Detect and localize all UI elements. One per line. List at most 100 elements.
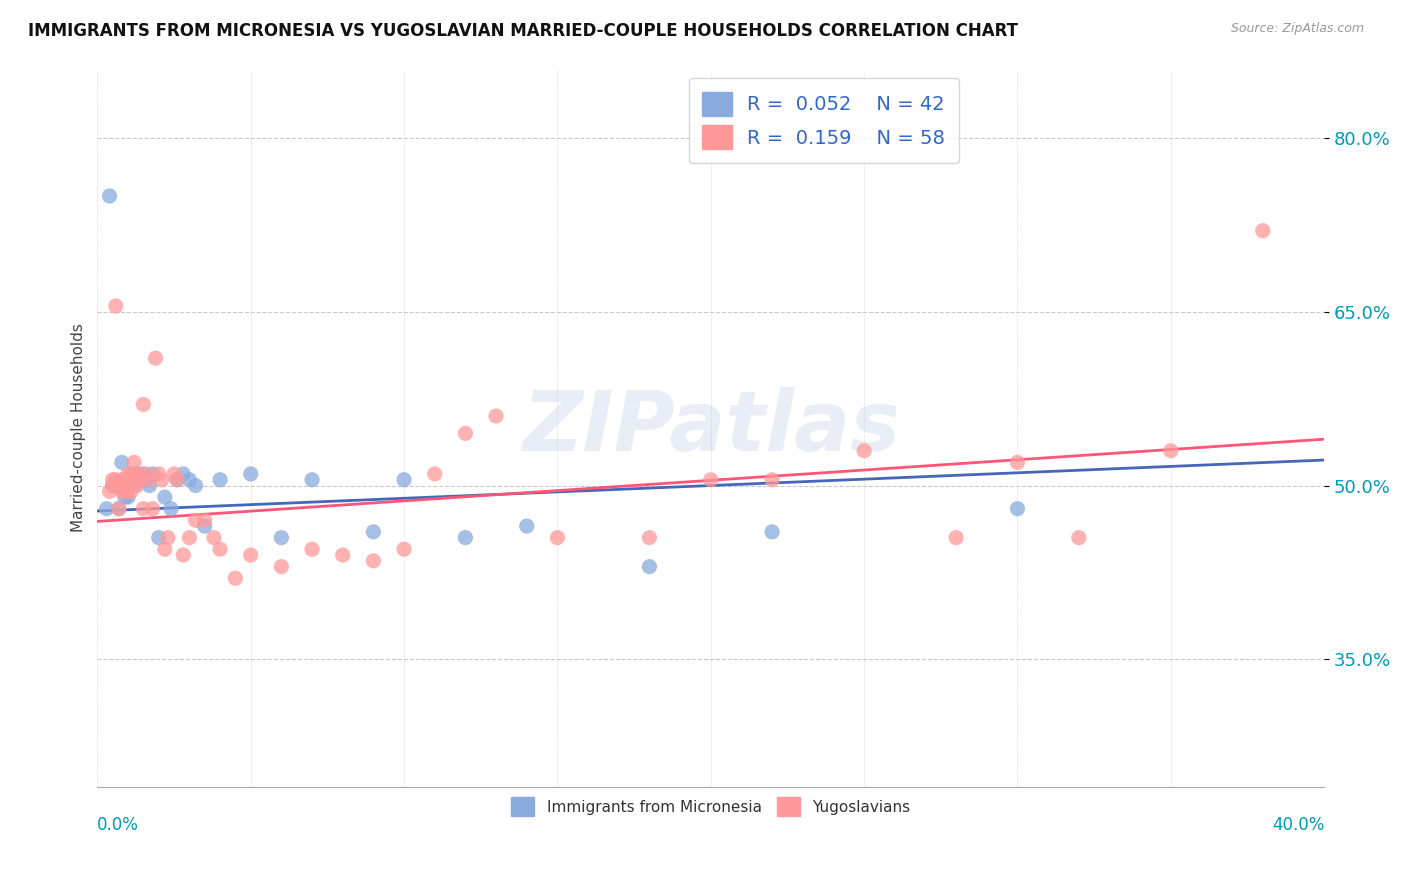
Point: [117, 478, 139, 492]
Point: [142, 467, 165, 481]
Point: [239, 467, 262, 481]
Point: [546, 531, 568, 545]
Point: [224, 571, 246, 585]
Point: [117, 473, 139, 487]
Point: [142, 501, 165, 516]
Point: [853, 443, 876, 458]
Point: [132, 467, 155, 481]
Point: [117, 484, 139, 499]
Point: [638, 531, 661, 545]
Point: [101, 478, 124, 492]
Point: [179, 473, 201, 487]
Point: [101, 478, 124, 492]
Point: [945, 531, 967, 545]
Point: [638, 559, 661, 574]
Point: [194, 519, 217, 533]
Point: [163, 467, 186, 481]
Point: [392, 473, 415, 487]
Point: [761, 473, 783, 487]
Point: [98, 189, 121, 203]
Point: [108, 501, 131, 516]
Point: [423, 467, 446, 481]
Point: [454, 531, 477, 545]
Point: [114, 473, 136, 487]
Text: IMMIGRANTS FROM MICRONESIA VS YUGOSLAVIAN MARRIED-COUPLE HOUSEHOLDS CORRELATION : IMMIGRANTS FROM MICRONESIA VS YUGOSLAVIA…: [28, 22, 1018, 40]
Point: [120, 484, 142, 499]
Point: [761, 524, 783, 539]
Point: [111, 478, 134, 492]
Point: [1007, 455, 1029, 469]
Point: [98, 484, 121, 499]
Point: [104, 299, 127, 313]
Point: [120, 473, 142, 487]
Point: [700, 473, 723, 487]
Point: [516, 519, 538, 533]
Point: [138, 478, 160, 492]
Point: [202, 531, 225, 545]
Point: [153, 542, 176, 557]
Point: [111, 473, 134, 487]
Point: [104, 478, 127, 492]
Point: [172, 548, 194, 562]
Point: [363, 524, 385, 539]
Point: [127, 478, 149, 492]
Point: [117, 473, 139, 487]
Point: [101, 473, 124, 487]
Point: [129, 473, 152, 487]
Point: [332, 548, 354, 562]
Point: [122, 455, 145, 469]
Point: [127, 473, 149, 487]
Text: 0.0%: 0.0%: [97, 815, 139, 834]
Point: [148, 531, 170, 545]
Point: [166, 473, 188, 487]
Point: [135, 473, 157, 487]
Point: [114, 490, 136, 504]
Point: [150, 473, 173, 487]
Point: [117, 490, 139, 504]
Point: [208, 473, 231, 487]
Point: [301, 542, 323, 557]
Point: [166, 473, 188, 487]
Point: [153, 490, 176, 504]
Point: [1067, 531, 1090, 545]
Y-axis label: Married-couple Households: Married-couple Households: [72, 323, 86, 532]
Point: [122, 467, 145, 481]
Point: [208, 542, 231, 557]
Point: [392, 542, 415, 557]
Point: [363, 554, 385, 568]
Point: [132, 501, 155, 516]
Point: [148, 467, 170, 481]
Point: [184, 513, 207, 527]
Point: [132, 397, 155, 411]
Point: [120, 467, 142, 481]
Point: [114, 484, 136, 499]
Point: [184, 478, 207, 492]
Point: [129, 473, 152, 487]
Point: [135, 467, 157, 481]
Point: [156, 531, 179, 545]
Point: [122, 478, 145, 492]
Point: [108, 501, 131, 516]
Point: [301, 473, 323, 487]
Point: [239, 548, 262, 562]
Point: [96, 501, 118, 516]
Point: [270, 531, 292, 545]
Point: [145, 351, 167, 365]
Point: [122, 473, 145, 487]
Point: [194, 513, 217, 527]
Point: [172, 467, 194, 481]
Point: [127, 467, 149, 481]
Point: [117, 467, 139, 481]
Point: [454, 426, 477, 441]
Text: Source: ZipAtlas.com: Source: ZipAtlas.com: [1230, 22, 1364, 36]
Point: [1251, 224, 1274, 238]
Point: [111, 484, 134, 499]
Point: [120, 478, 142, 492]
Point: [104, 473, 127, 487]
Text: ZIPatlas: ZIPatlas: [522, 387, 900, 468]
Point: [114, 484, 136, 499]
Point: [179, 531, 201, 545]
Point: [111, 455, 134, 469]
Point: [160, 501, 183, 516]
Point: [270, 559, 292, 574]
